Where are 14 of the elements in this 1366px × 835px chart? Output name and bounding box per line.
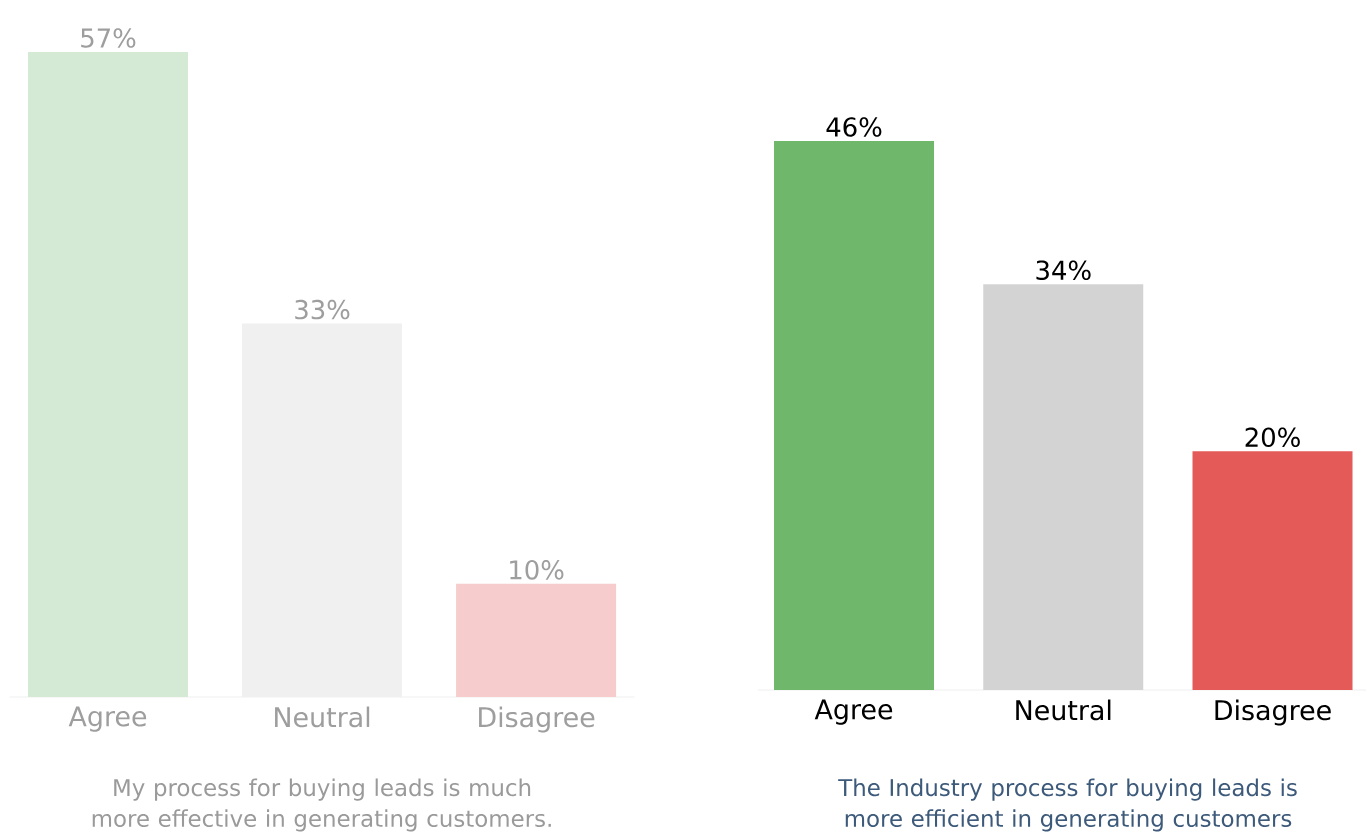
data-label: 33% — [295, 299, 350, 320]
data-label: 57% — [81, 28, 136, 48]
data-label: 34% — [1036, 260, 1091, 280]
x-tick-label: Neutral — [1016, 699, 1111, 721]
x-tick-label: Neutral — [275, 706, 370, 728]
text: My process for buying leads is much more effective in generating customers. — [92, 778, 551, 832]
text: The Industry process for buying leads is more efficient in generating customers — [838, 778, 1297, 832]
x-tick-label: Disagree — [479, 706, 595, 733]
data-label: 10% — [510, 560, 564, 580]
x-tick-label: Disagree — [1215, 699, 1331, 726]
data-label: 46% — [826, 117, 882, 137]
data-label: 20% — [1245, 427, 1300, 448]
x-tick-label: Agree — [814, 699, 893, 725]
x-tick-label: Agree — [68, 706, 147, 732]
